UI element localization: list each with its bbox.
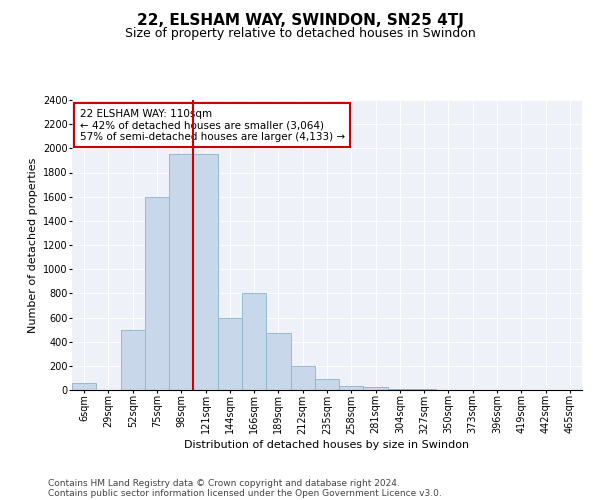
Bar [290, 366, 315, 390]
X-axis label: Distribution of detached houses by size in Swindon: Distribution of detached houses by size … [184, 440, 470, 450]
Bar [266, 333, 290, 390]
Bar [339, 386, 364, 390]
Text: Contains HM Land Registry data © Crown copyright and database right 2024.: Contains HM Land Registry data © Crown c… [48, 478, 400, 488]
Bar [364, 387, 388, 390]
Bar [121, 330, 145, 390]
Text: Size of property relative to detached houses in Swindon: Size of property relative to detached ho… [125, 28, 475, 40]
Bar [218, 318, 242, 390]
Text: 22, ELSHAM WAY, SWINDON, SN25 4TJ: 22, ELSHAM WAY, SWINDON, SN25 4TJ [137, 12, 463, 28]
Y-axis label: Number of detached properties: Number of detached properties [28, 158, 38, 332]
Text: Contains public sector information licensed under the Open Government Licence v3: Contains public sector information licen… [48, 488, 442, 498]
Bar [72, 384, 96, 390]
Bar [242, 294, 266, 390]
Bar [315, 379, 339, 390]
Bar [169, 154, 193, 390]
Text: 22 ELSHAM WAY: 110sqm
← 42% of detached houses are smaller (3,064)
57% of semi-d: 22 ELSHAM WAY: 110sqm ← 42% of detached … [80, 108, 345, 142]
Bar [145, 196, 169, 390]
Bar [193, 154, 218, 390]
